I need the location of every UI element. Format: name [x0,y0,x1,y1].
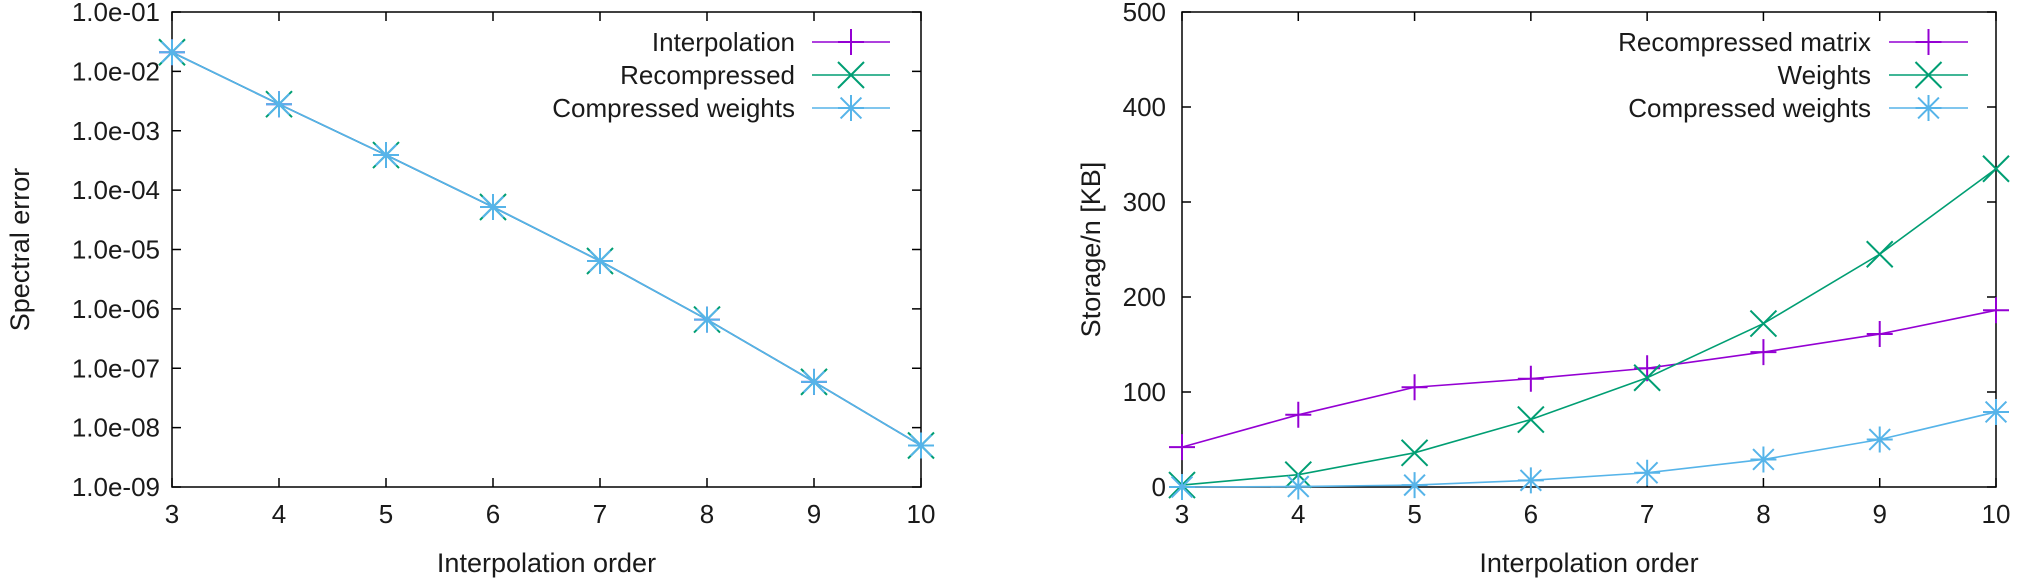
y-tick-label: 1.0e-08 [72,413,160,443]
x-tick-label: 6 [1524,499,1538,529]
x-tick-label: 4 [1291,499,1305,529]
chart-1: 3 4 5 6 7 8 9 10 1.0e-01 1.0e-02 1.0e-03 1.0e-04 1.0… [5,0,935,578]
data-point [1517,365,1544,392]
data-point [1750,339,1777,366]
y-tick-label: 300 [1123,187,1166,217]
x-tick-label: 7 [1640,499,1654,529]
data-point [801,368,827,395]
data-point [1749,309,1778,338]
series-line [1181,309,1997,448]
series-line [1181,168,1997,486]
data-point [266,91,292,118]
y-tick-label: 100 [1123,377,1166,407]
x-tick-label: 10 [907,499,936,529]
y-axis-label: Spectral error [5,168,35,332]
legend-label: Weights [1778,60,1871,90]
data-point [1401,472,1428,499]
x-axis-label: Interpolation order [1479,548,1698,578]
legend-label: Interpolation [652,27,795,57]
x-tick-label: 9 [1872,499,1886,529]
y-tick-label: 1.0e-01 [72,0,160,27]
x-tick-label: 6 [486,499,500,529]
data-point [1866,321,1893,348]
x-tick-label: 8 [1756,499,1770,529]
legend-label: Compressed weights [1628,93,1871,123]
data-point [1750,446,1777,473]
series-1 [1169,297,2009,461]
y-axis-label: Storage/n [KB] [1076,162,1106,338]
data-point [1285,473,1312,500]
legend-marker [1915,29,1942,55]
y-tick-label: 1.0e-06 [72,294,160,324]
y-tick-label: 1.0e-05 [72,235,160,265]
data-point [1169,434,1195,461]
y-tick-label: 200 [1123,282,1166,312]
y-tick-label: 400 [1123,92,1166,122]
y-tick-label: 0 [1152,472,1166,502]
data-point [480,193,506,220]
legend-marker [838,29,864,55]
x-tick-label: 8 [700,499,714,529]
x-tick-label: 4 [272,499,286,529]
data-point [1285,401,1312,428]
data-point [1982,155,2010,183]
data-point [1983,398,2009,425]
x-axis-label: Interpolation order [437,548,656,578]
x-tick-label: 5 [379,499,393,529]
y-tick-label: 500 [1123,0,1166,27]
x-tick-label: 9 [807,499,821,529]
x-tick-label: 10 [1982,499,2011,529]
x-tick-label: 5 [1407,499,1421,529]
data-point [694,306,720,333]
data-point [1517,405,1545,434]
y-tick-label: 1.0e-09 [72,472,160,502]
data-point [1634,459,1661,486]
series-3 [1169,398,2009,500]
y-tick-label: 1.0e-02 [72,56,160,86]
data-point [159,39,185,66]
legend-label: Recompressed matrix [1618,27,1871,57]
series-3 [159,39,934,459]
data-point [1866,240,1894,268]
y-tick-label: 1.0e-07 [72,353,160,383]
legend-label: Recompressed [620,60,795,90]
data-point [1633,364,1661,392]
series-line [1181,411,1997,488]
plot-frame [1181,11,1997,488]
legend-marker [838,95,864,121]
plot-frame [171,11,922,488]
x-tick-label: 7 [593,499,607,529]
x-tick-label: 3 [165,499,179,529]
data-point [1866,426,1893,453]
data-point [1983,297,2009,324]
series-line [171,51,922,447]
series-2 [1168,155,2010,499]
data-point [1400,439,1429,467]
legend-marker [837,61,865,89]
y-tick-label: 1.0e-03 [72,116,160,146]
data-point [1169,474,1195,500]
data-point [908,432,934,459]
data-point [373,142,399,169]
x-tick-label: 3 [1175,499,1189,529]
legend-label: Compressed weights [552,93,795,123]
data-point [587,248,613,275]
data-point [1401,374,1428,401]
legend-marker [1915,95,1942,121]
data-point [1517,467,1544,494]
y-tick-label: 1.0e-04 [72,175,160,205]
legend-marker [1914,61,1943,89]
